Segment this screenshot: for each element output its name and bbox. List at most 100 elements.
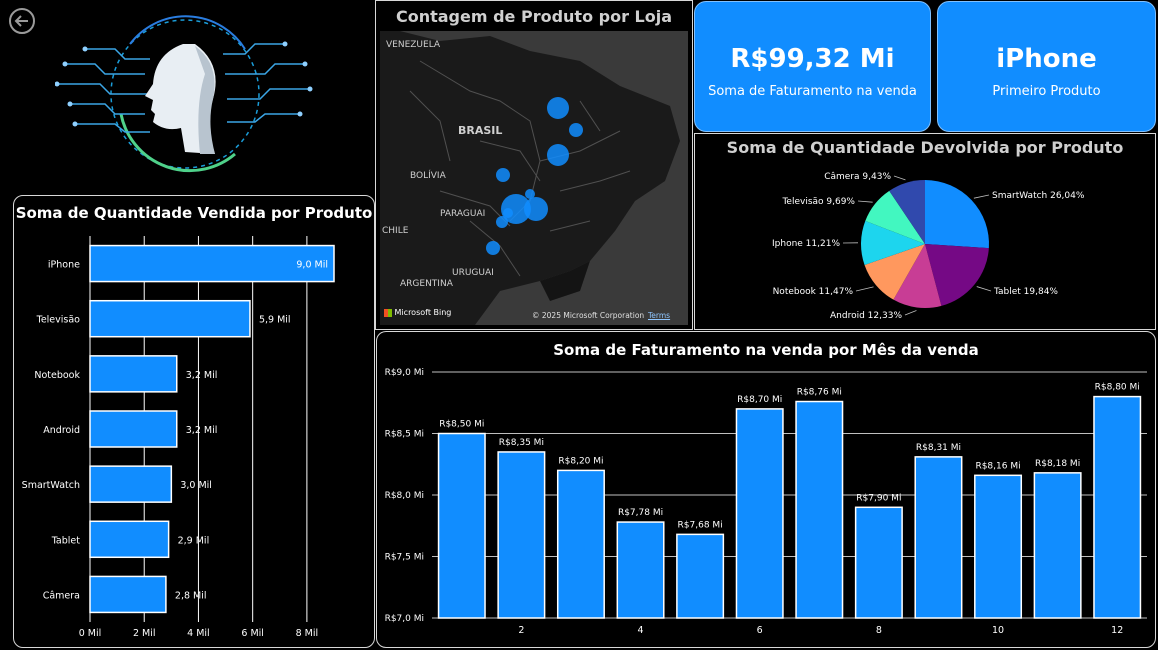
data-label: 2,9 Mil xyxy=(178,535,210,546)
bar[interactable] xyxy=(795,400,844,619)
pie-slice[interactable] xyxy=(889,180,925,244)
bar[interactable] xyxy=(89,465,173,503)
map-copyright: © 2025 Microsoft Corporation xyxy=(532,311,645,320)
x-tick-label: 2 Mil xyxy=(133,628,156,639)
data-label: R$8,70 Mi xyxy=(737,395,782,405)
bar[interactable] xyxy=(89,575,167,614)
x-tick-label: 6 Mil xyxy=(241,628,264,639)
leader-line xyxy=(976,286,992,292)
bing-label: Microsoft Bing xyxy=(394,308,452,317)
pie-slice[interactable] xyxy=(864,244,925,300)
leader-line xyxy=(904,310,917,316)
x-tick-label: 2 xyxy=(518,625,524,636)
category-label: SmartWatch xyxy=(22,480,80,491)
map-label-venezuela: VENEZUELA xyxy=(386,40,441,50)
slice-label: Android 12,33% xyxy=(830,311,902,321)
bar[interactable] xyxy=(914,456,963,619)
x-tick-label: 8 xyxy=(876,625,882,636)
slice-label: Câmera 9,43% xyxy=(824,172,891,182)
returns-title: Soma de Quantidade Devolvida por Produto xyxy=(726,138,1124,157)
bar[interactable] xyxy=(89,520,170,559)
bar[interactable] xyxy=(89,410,178,448)
monthly-revenue-title: Soma de Faturamento na venda por Mês da … xyxy=(553,341,979,359)
pie-slice[interactable] xyxy=(925,244,989,306)
bar[interactable] xyxy=(676,533,725,619)
sales-quantity-panel: Soma de Quantidade Vendida por Produto 0… xyxy=(13,195,375,648)
slice-label: Iphone 11,21% xyxy=(772,239,840,249)
data-label: R$8,16 Mi xyxy=(975,461,1020,471)
x-tick-label: 6 xyxy=(757,625,763,636)
leader-line xyxy=(893,175,906,181)
data-label: R$8,76 Mi xyxy=(797,388,842,398)
bar[interactable] xyxy=(735,408,784,619)
slice-label: Tablet 19,84% xyxy=(993,287,1058,297)
bing-logo: Microsoft Bing xyxy=(384,308,451,317)
bar[interactable] xyxy=(1093,395,1142,619)
slice-label: Notebook 11,47% xyxy=(773,287,854,297)
bar[interactable] xyxy=(556,469,605,619)
x-tick-label: 4 xyxy=(638,625,644,636)
logo xyxy=(54,4,315,184)
category-label: Tablet xyxy=(51,535,81,546)
data-label: 9,0 Mil xyxy=(296,260,328,271)
bar[interactable] xyxy=(437,432,486,619)
data-label: R$8,18 Mi xyxy=(1035,459,1080,469)
back-arrow-icon xyxy=(9,8,35,34)
y-tick-label: R$7,0 Mi xyxy=(385,614,424,624)
bar[interactable] xyxy=(1033,472,1082,619)
data-label: R$7,78 Mi xyxy=(618,508,663,518)
bar[interactable] xyxy=(497,451,546,619)
sales-quantity-chart: 0 Mil 2 Mil 4 Mil 6 Mil 8 Mil iPhone 9,0 Mil Te… xyxy=(22,236,335,639)
x-tick-label: 10 xyxy=(992,625,1004,636)
kpi-revenue-label: Soma de Faturamento na venda xyxy=(708,84,917,99)
kpi-top-product-card: iPhone Primeiro Produto xyxy=(937,1,1156,132)
map-label-paraguai: PARAGUAI xyxy=(440,209,486,219)
data-label: R$8,20 Mi xyxy=(558,456,603,466)
map-shapes xyxy=(380,31,688,325)
pie-slice[interactable] xyxy=(925,180,989,249)
map-title: Contagem de Produto por Loja xyxy=(395,7,673,26)
monthly-revenue-chart: R$7,0 Mi R$7,5 Mi R$8,0 Mi R$8,5 Mi R$9,0 Mi… xyxy=(385,368,1147,636)
kpi-revenue-value: R$99,32 Mi xyxy=(730,44,895,74)
x-tick-label: 4 Mil xyxy=(187,628,210,639)
data-label: R$8,35 Mi xyxy=(499,438,544,448)
bar[interactable] xyxy=(854,506,903,619)
kpi-revenue-card: R$99,32 Mi Soma de Faturamento na venda xyxy=(694,1,931,132)
y-tick-label: R$8,0 Mi xyxy=(385,491,424,501)
category-label: Notebook xyxy=(34,370,80,381)
slice-label: SmartWatch 26,04% xyxy=(992,191,1085,201)
category-label: iPhone xyxy=(48,260,80,271)
x-tick-label: 12 xyxy=(1111,625,1123,636)
data-label: 3,0 Mil xyxy=(180,480,212,491)
bar[interactable] xyxy=(89,244,335,283)
leader-line xyxy=(857,200,873,203)
pie-slice[interactable] xyxy=(861,220,925,266)
data-label: 3,2 Mil xyxy=(186,425,218,436)
data-label: R$8,80 Mi xyxy=(1095,383,1140,393)
bar[interactable] xyxy=(89,299,251,338)
data-label: R$7,90 Mi xyxy=(856,493,901,503)
kpi-top-product-value: iPhone xyxy=(996,44,1097,74)
back-button[interactable] xyxy=(8,7,36,35)
category-label: Televisão xyxy=(36,315,81,326)
returns-pie-chart: SmartWatch 26,04% Tablet 19,84% Android 12… xyxy=(772,172,1085,321)
map-area[interactable]: VENEZUELA BRASIL BOLÍVIA PARAGUAI CHILE … xyxy=(380,31,688,325)
data-label: R$8,50 Mi xyxy=(439,420,484,430)
map-terms-link[interactable]: Terms xyxy=(648,311,671,320)
data-label: 3,2 Mil xyxy=(186,370,218,381)
kpi-top-product-label: Primeiro Produto xyxy=(992,84,1101,99)
returns-panel: Soma de Quantidade Devolvida por Produto… xyxy=(694,133,1156,330)
ai-face-circuit-icon xyxy=(54,15,313,173)
leader-line xyxy=(855,286,874,292)
pie-slice[interactable] xyxy=(865,190,925,244)
bar[interactable] xyxy=(616,521,665,619)
data-label: R$8,31 Mi xyxy=(916,443,961,453)
category-label: Android xyxy=(43,425,80,436)
y-tick-label: R$8,5 Mi xyxy=(385,430,424,440)
bar[interactable] xyxy=(974,474,1023,619)
y-tick-label: R$7,5 Mi xyxy=(385,553,424,563)
bar[interactable] xyxy=(89,355,178,393)
pie-slice[interactable] xyxy=(893,244,942,308)
bing-icon xyxy=(384,308,392,317)
data-label: R$7,68 Mi xyxy=(678,520,723,530)
